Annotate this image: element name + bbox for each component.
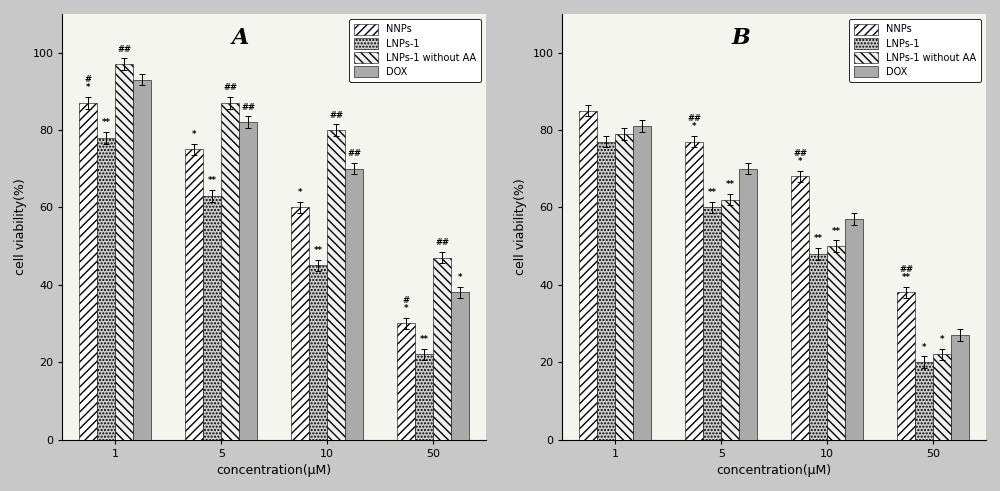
Bar <box>327 130 345 439</box>
Bar <box>579 110 597 439</box>
Bar <box>703 207 721 439</box>
Bar <box>185 149 203 439</box>
Text: **: ** <box>708 188 717 197</box>
Bar <box>809 254 827 439</box>
Text: *: * <box>192 130 197 139</box>
Bar <box>291 207 309 439</box>
Bar <box>597 141 615 439</box>
Text: **: ** <box>314 246 323 255</box>
Text: B: B <box>731 27 750 49</box>
Text: ##: ## <box>347 149 361 158</box>
Bar <box>433 258 451 439</box>
Text: ##: ## <box>329 110 343 119</box>
Text: *: * <box>940 335 944 344</box>
Text: ##
*: ## * <box>793 149 807 166</box>
Bar <box>309 266 327 439</box>
Bar <box>397 324 415 439</box>
Text: A: A <box>232 27 249 49</box>
Bar <box>845 219 863 439</box>
Bar <box>633 126 651 439</box>
Bar <box>115 64 133 439</box>
Bar <box>345 169 363 439</box>
Bar <box>897 293 915 439</box>
Bar <box>791 176 809 439</box>
Text: **: ** <box>420 335 429 344</box>
Text: *: * <box>922 343 926 352</box>
Text: **: ** <box>208 176 217 185</box>
Legend: NNPs, LNPs-1, LNPs-1 without AA, DOX: NNPs, LNPs-1, LNPs-1 without AA, DOX <box>349 19 481 82</box>
Text: ##: ## <box>223 83 237 92</box>
Bar <box>827 246 845 439</box>
Text: ##
**: ## ** <box>899 265 913 282</box>
X-axis label: concentration(μM): concentration(μM) <box>717 464 832 477</box>
Text: *: * <box>458 273 462 282</box>
Bar <box>739 169 757 439</box>
Bar <box>915 362 933 439</box>
Bar <box>221 103 239 439</box>
Bar <box>97 137 115 439</box>
Text: ##: ## <box>435 238 449 247</box>
Bar <box>203 196 221 439</box>
Text: **: ** <box>726 180 735 189</box>
Text: **: ** <box>814 234 823 244</box>
Text: ##: ## <box>241 103 255 112</box>
Text: ##
*: ## * <box>687 114 701 131</box>
Legend: NNPs, LNPs-1, LNPs-1 without AA, DOX: NNPs, LNPs-1, LNPs-1 without AA, DOX <box>849 19 981 82</box>
X-axis label: concentration(μM): concentration(μM) <box>217 464 332 477</box>
Bar <box>721 200 739 439</box>
Y-axis label: cell viability(%): cell viability(%) <box>514 178 527 275</box>
Bar <box>933 355 951 439</box>
Bar <box>415 355 433 439</box>
Bar <box>451 293 469 439</box>
Text: **: ** <box>102 118 111 127</box>
Bar <box>685 141 703 439</box>
Text: ##: ## <box>117 45 131 54</box>
Bar <box>951 335 969 439</box>
Text: *: * <box>298 188 302 197</box>
Bar <box>615 134 633 439</box>
Bar <box>239 122 257 439</box>
Bar <box>133 80 151 439</box>
Y-axis label: cell viability(%): cell viability(%) <box>14 178 27 275</box>
Text: #
*: # * <box>403 296 410 313</box>
Text: **: ** <box>832 227 841 236</box>
Text: #
*: # * <box>85 75 92 92</box>
Bar <box>79 103 97 439</box>
